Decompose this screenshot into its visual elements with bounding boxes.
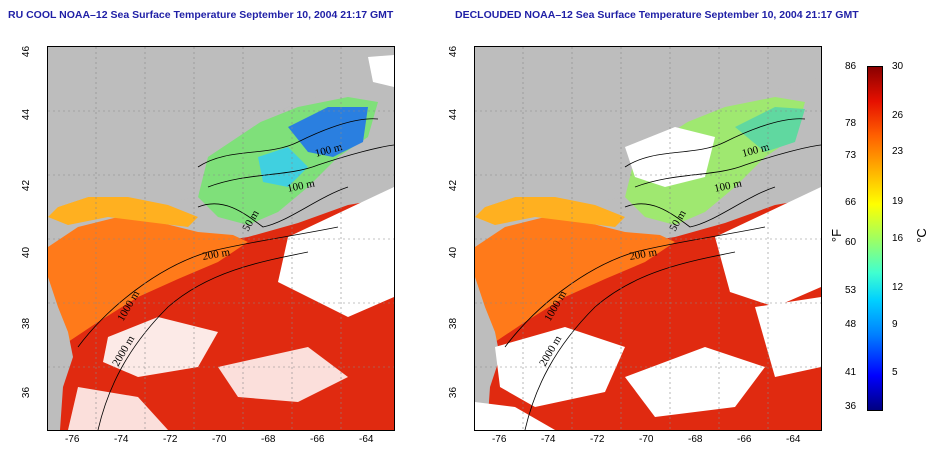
land-north [48,47,394,212]
fahrenheit-unit-label: °F [829,228,845,243]
lat-tick-label: 40 [21,246,33,259]
temperature-colorbar [867,66,883,411]
depth-contour [197,118,379,168]
shelf-water-north [475,197,625,227]
celsius-tick: 9 [892,319,898,330]
celsius-tick: 19 [892,196,904,207]
lon-tick-label: -74 [541,434,556,445]
contour-label: 100 m [713,177,743,195]
fahrenheit-tick: 66 [845,197,857,208]
land-west [48,277,73,430]
lat-tick-label: 44 [21,108,33,121]
lon-tick-label: -76 [65,434,80,445]
celsius-tick: 16 [892,233,904,244]
masked-area [475,402,555,430]
lat-tick-label: 42 [448,179,460,192]
lat-tick-label: 40 [448,246,460,259]
graticule [475,47,821,430]
cloud-patch [218,347,348,402]
fahrenheit-tick: 78 [845,118,857,129]
lon-tick-label: -64 [786,434,801,445]
lon-tick-label: -74 [114,434,129,445]
land-north [475,47,821,212]
land-west [475,277,500,430]
cloud-patch [278,187,394,317]
fahrenheit-tick: 60 [845,237,857,248]
celsius-tick: 12 [892,282,904,293]
lat-tick-label: 46 [21,45,33,58]
sst-map-raw-image: 100 m 100 m 50 m 200 m 1000 m 2000 m [48,47,394,430]
cloud-patch [103,317,218,377]
fahrenheit-tick: 53 [845,285,857,296]
lat-tick-label: 38 [448,317,460,330]
contour-label: 200 m [201,246,231,263]
right-panel-title: DECLOUDED NOAA–12 Sea Surface Temperatur… [455,9,859,21]
celsius-tick: 23 [892,146,904,157]
sst-map-raw: 100 m 100 m 50 m 200 m 1000 m 2000 m [47,46,395,431]
fahrenheit-tick: 41 [845,367,857,378]
lat-tick-label: 36 [448,386,460,399]
celsius-tick: 26 [892,110,904,121]
contour-label: 200 m [628,246,658,263]
fahrenheit-tick: 48 [845,319,857,330]
cool-water-patch [735,107,805,152]
celsius-tick: 5 [892,367,898,378]
lon-tick-label: -76 [492,434,507,445]
lon-tick-label: -68 [261,434,276,445]
depth-contour [634,144,821,188]
lon-tick-label: -66 [737,434,752,445]
lon-tick-label: -70 [212,434,227,445]
lat-tick-label: 42 [21,179,33,192]
depth-contour [624,118,806,168]
lat-tick-label: 36 [21,386,33,399]
graticule [48,47,394,430]
depth-contour [504,226,766,348]
masked-area [625,347,765,417]
depth-contour [97,251,309,430]
lon-tick-label: -70 [639,434,654,445]
fahrenheit-tick: 73 [845,150,857,161]
sst-map-declouded-image: 100 m 100 m 50 m 200 m 1000 m 2000 m [475,47,821,430]
lat-tick-label: 44 [448,108,460,121]
cloud-patch [68,387,168,430]
shelf-water-north [48,197,198,227]
cold-water-patch [288,107,368,157]
cool-water-patch [258,147,308,187]
lon-tick-label: -72 [590,434,605,445]
depth-contour [197,186,349,228]
lon-tick-label: -64 [359,434,374,445]
cloud-patch [368,55,394,87]
left-panel-title: RU COOL NOAA–12 Sea Surface Temperature … [8,9,394,21]
shelf-water [48,217,248,347]
depth-contour [524,251,736,430]
sst-map-declouded: 100 m 100 m 50 m 200 m 1000 m 2000 m [474,46,822,431]
depth-contour [207,144,394,188]
celsius-tick: 30 [892,61,904,72]
shelf-water [475,217,675,347]
masked-area [755,297,821,377]
fahrenheit-tick: 36 [845,401,857,412]
depth-contour [624,186,776,228]
lon-tick-label: -68 [688,434,703,445]
contour-label: 100 m [286,177,316,195]
celsius-unit-label: °C [913,228,929,243]
lon-tick-label: -66 [310,434,325,445]
depth-contour [77,226,339,348]
lat-tick-label: 46 [448,45,460,58]
lon-tick-label: -72 [163,434,178,445]
fahrenheit-tick: 86 [845,61,857,72]
lat-tick-label: 38 [21,317,33,330]
